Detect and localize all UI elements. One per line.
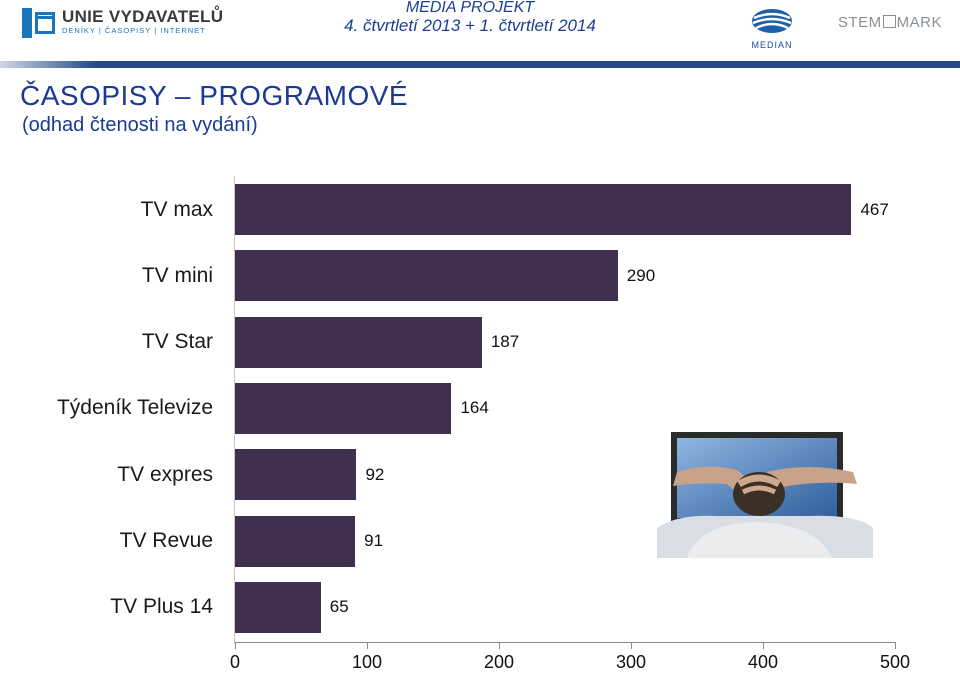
tv-viewer-photo xyxy=(657,432,873,558)
x-tick xyxy=(499,642,500,649)
data-label: 467 xyxy=(860,199,889,219)
median-label: MEDIAN xyxy=(751,40,793,50)
stemmark-right: MARK xyxy=(896,14,943,31)
category-label: TV max xyxy=(140,197,213,221)
publisher-name: UNIE VYDAVATELŮ xyxy=(62,7,224,26)
data-label: 187 xyxy=(490,332,520,352)
median-logo: MEDIAN xyxy=(747,8,797,50)
data-label: 164 xyxy=(460,398,489,418)
bar xyxy=(235,250,618,302)
x-tick-label: 300 xyxy=(615,652,647,672)
publisher-logo-icon xyxy=(22,6,56,38)
header-rule xyxy=(0,61,960,68)
x-axis-line xyxy=(234,642,896,643)
project-period: 4. čtvrtletí 2013 + 1. čtvrtletí 2014 xyxy=(344,16,596,35)
x-tick xyxy=(631,642,632,649)
project-title: MEDIA PROJEKT xyxy=(405,0,535,16)
bar xyxy=(235,515,356,567)
publisher-tagline: DENÍKY | ČASOPISY | INTERNET xyxy=(62,26,206,35)
x-tick xyxy=(367,642,368,649)
category-label: TV expres xyxy=(117,462,213,486)
data-label: 91 xyxy=(364,531,384,550)
stemmark-left: STEM xyxy=(838,14,882,31)
slide-title: ČASOPISY – PROGRAMOVÉ xyxy=(20,80,409,111)
median-logo-icon xyxy=(752,9,792,33)
y-axis-line xyxy=(234,176,235,642)
data-label: 290 xyxy=(626,265,656,285)
category-label: TV Plus 14 xyxy=(110,595,213,619)
bar xyxy=(235,316,482,368)
category-label: TV Revue xyxy=(119,529,213,552)
bar xyxy=(235,184,852,235)
slide-subtitle: (odhad čtenosti na vydání) xyxy=(22,114,258,136)
stemmark-box-icon xyxy=(882,15,896,28)
stemmark-logo: STEM MARK xyxy=(838,14,942,31)
x-tick-label: 200 xyxy=(483,652,515,672)
project-heading: MEDIA PROJEKT 4. čtvrtletí 2013 + 1. čtv… xyxy=(300,0,640,36)
x-tick xyxy=(235,642,236,649)
bar xyxy=(235,382,452,434)
x-tick-label: 400 xyxy=(747,652,779,672)
x-tick-label: 500 xyxy=(879,652,911,672)
x-tick-label: 100 xyxy=(351,652,383,672)
x-tick xyxy=(763,642,764,649)
bar xyxy=(235,449,357,501)
data-label: 92 xyxy=(365,464,385,484)
x-tick xyxy=(895,642,896,649)
category-label: TV Star xyxy=(141,330,213,354)
publisher-logo: UNIE VYDAVATELŮ DENÍKY | ČASOPISY | INTE… xyxy=(22,6,223,38)
data-label: 65 xyxy=(329,597,349,617)
category-label: Týdeník Televize xyxy=(56,396,213,420)
category-label: TV mini xyxy=(141,263,213,287)
x-tick-label: 0 xyxy=(229,652,241,672)
bar xyxy=(235,581,321,633)
